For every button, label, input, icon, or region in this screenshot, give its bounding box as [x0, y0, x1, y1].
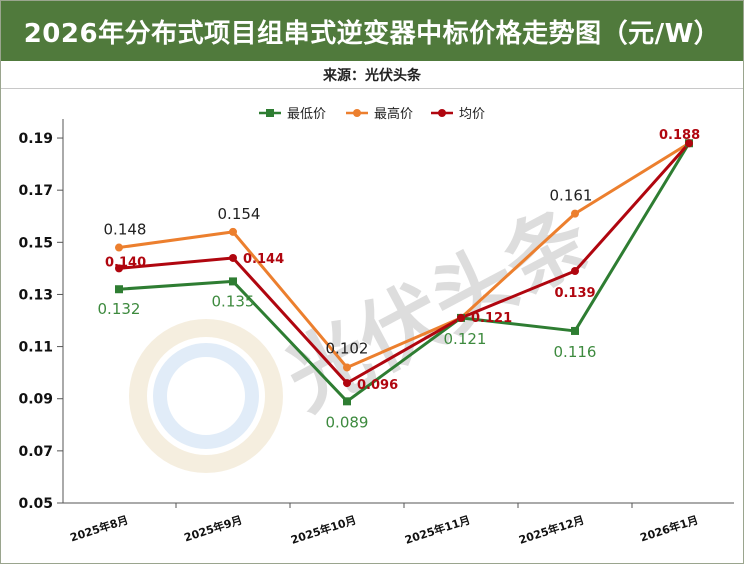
data-label: 0.140 [105, 255, 146, 270]
y-tick-label: 0.09 [18, 392, 53, 408]
data-point [115, 285, 123, 294]
legend-label: 均价 [459, 107, 485, 122]
data-label: 0.089 [326, 413, 369, 431]
data-point [457, 313, 465, 322]
data-label: 0.144 [243, 252, 284, 267]
watermark-logo-inner [153, 343, 259, 449]
legend-label: 最高价 [374, 106, 413, 122]
y-tick-label: 0.15 [18, 235, 53, 251]
data-point [343, 397, 351, 406]
data-label: 0.148 [104, 221, 147, 239]
series-line [118, 142, 691, 385]
legend-marker [266, 109, 274, 117]
x-tick-label: 2025年11月 [403, 513, 472, 547]
data-label: 0.139 [554, 286, 595, 301]
x-tick-label: 2025年12月 [517, 513, 586, 547]
source-bar: 来源：光伏头条 [1, 61, 743, 89]
legend-marker [353, 109, 361, 117]
data-point [229, 227, 237, 236]
data-label: 0.102 [326, 339, 369, 357]
y-tick-label: 0.13 [18, 287, 53, 303]
x-axis-ticks: 2025年8月 2025年9月 2025年10月 2025年11月 2025年12月 20… [68, 503, 700, 547]
series-lines [118, 141, 691, 403]
x-tick-label: 2026年1月 [638, 513, 700, 545]
y-axis-ticks: 0.05 0.07 0.09 0.11 0.13 0.15 0.17 0.19 [18, 131, 63, 512]
data-label: 0.096 [357, 378, 398, 393]
chart-title: 2026年分布式项目组串式逆变器中标价格走势图（元/W） [23, 18, 721, 49]
x-tick-label: 2025年9月 [182, 513, 244, 545]
data-point [571, 209, 579, 218]
series-markers [115, 139, 693, 406]
x-tick-label: 2025年10月 [289, 513, 358, 547]
data-label: 0.188 [659, 128, 700, 143]
y-tick-label: 0.17 [18, 183, 53, 199]
data-label: 0.154 [218, 205, 261, 223]
title-bar: 2026年分布式项目组串式逆变器中标价格走势图（元/W） [1, 1, 743, 61]
data-label: 0.121 [471, 311, 512, 326]
series-labels: 0.132 0.135 0.089 0.121 0.116 0.148 0.154 0.102… [98, 128, 701, 431]
watermark-logo-ring [129, 319, 283, 473]
data-point [229, 253, 237, 262]
legend-label: 最低价 [287, 107, 326, 122]
data-point [115, 264, 123, 273]
data-label: 0.121 [444, 330, 487, 348]
data-point [115, 243, 123, 252]
y-tick-label: 0.07 [18, 444, 53, 460]
x-tick-label: 2025年8月 [68, 513, 130, 545]
data-point [343, 363, 351, 372]
data-label: 0.161 [550, 187, 593, 205]
legend-marker [438, 109, 446, 117]
source-label: 来源：光伏头条 [323, 67, 421, 84]
legend: 最低价 最高价 均价 [259, 106, 485, 122]
y-tick-label: 0.11 [18, 340, 53, 356]
data-label: 0.132 [98, 300, 141, 318]
y-tick-label: 0.05 [18, 496, 53, 512]
data-point [571, 326, 579, 335]
series-line [118, 142, 691, 403]
data-point [685, 139, 693, 148]
data-point [229, 277, 237, 286]
data-point [571, 266, 579, 275]
data-point [343, 379, 351, 388]
series-line [118, 141, 690, 369]
data-label: 0.116 [554, 343, 597, 361]
data-label: 0.135 [212, 292, 255, 310]
watermark-text: 光伏头条 [271, 191, 605, 429]
y-tick-label: 0.19 [18, 131, 53, 147]
